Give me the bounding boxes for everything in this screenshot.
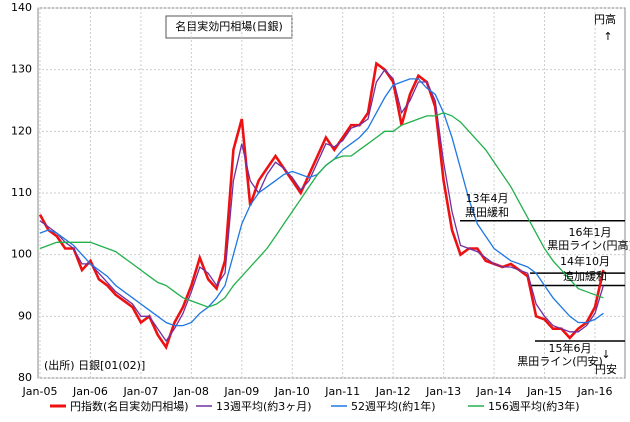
y-tick-label: 140 bbox=[11, 1, 32, 14]
legend-label: 円指数(名目実効円相場) bbox=[70, 399, 189, 413]
annotation: 14年10月 bbox=[560, 254, 610, 268]
annotation: 円高 bbox=[594, 12, 616, 26]
series-line bbox=[39, 68, 605, 343]
annotation: ↑ bbox=[603, 30, 612, 43]
x-tick-label: Jan-10 bbox=[274, 385, 310, 398]
annotation: 黒田ライン(円高) bbox=[547, 238, 630, 252]
x-tick-label: Jan-15 bbox=[526, 385, 562, 398]
y-tick-label: 110 bbox=[11, 186, 32, 199]
y-tick-label: 90 bbox=[18, 309, 32, 322]
series-line bbox=[38, 61, 605, 351]
x-tick-label: Jan-11 bbox=[324, 385, 360, 398]
x-tick-label: Jan-16 bbox=[577, 385, 613, 398]
x-tick-label: Jan-12 bbox=[375, 385, 411, 398]
y-tick-label: 100 bbox=[11, 248, 32, 261]
x-tick-label: Jan-06 bbox=[72, 385, 108, 398]
title-box bbox=[165, 15, 293, 39]
legend-label: 13週平均(約3ヶ月) bbox=[216, 399, 312, 413]
y-tick-label: 130 bbox=[11, 63, 32, 76]
legend-label: 52週平均(約1年) bbox=[351, 399, 436, 413]
annotation: 追加緩和 bbox=[563, 269, 607, 283]
annotation: (出所) 日銀[01(02)] bbox=[44, 358, 145, 372]
legend-label: 156週平均(約3年) bbox=[488, 399, 580, 413]
x-tick-label: Jan-05 bbox=[22, 385, 58, 398]
annotation: 16年1月 bbox=[569, 225, 612, 239]
y-tick-label: 120 bbox=[11, 124, 32, 137]
annotation: 13年4月 bbox=[466, 191, 509, 205]
x-tick-label: Jan-09 bbox=[223, 385, 259, 398]
annotation: 黒田緩和 bbox=[465, 206, 509, 219]
series-line bbox=[39, 112, 604, 308]
x-tick-label: Jan-07 bbox=[122, 385, 158, 398]
x-tick-label: Jan-08 bbox=[173, 385, 209, 398]
chart-title: 名目実効円相場(日銀) bbox=[175, 19, 283, 33]
annotation: 円安 bbox=[595, 362, 617, 376]
annotation: ↓ bbox=[601, 348, 610, 361]
annotation: 黒田ライン(円安) bbox=[517, 354, 603, 368]
x-tick-label: Jan-13 bbox=[425, 385, 461, 398]
x-tick-label: Jan-14 bbox=[476, 385, 512, 398]
y-tick-label: 80 bbox=[18, 371, 32, 384]
annotation: 15年6月 bbox=[549, 341, 592, 355]
